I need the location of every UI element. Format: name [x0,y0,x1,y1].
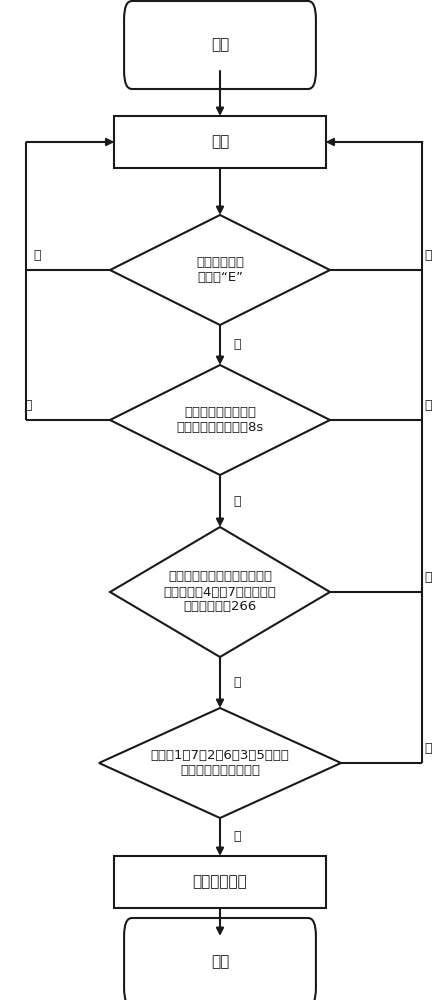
Polygon shape [110,215,330,325]
Text: 否: 否 [425,742,432,755]
Polygon shape [110,527,330,657]
Text: 否: 否 [425,571,432,584]
Text: 栈底前四个元素位置标志之和
是否等于第4至第7元素位置标
志之和且等于266: 栈底前四个元素位置标志之和 是否等于第4至第7元素位置标 志之和且等于266 [164,570,276,613]
Text: 否: 否 [425,399,432,412]
Text: 否: 否 [33,249,40,262]
Polygon shape [99,708,341,818]
Text: 是: 是 [233,830,241,844]
Bar [114,856,326,908]
Text: 是: 是 [233,676,241,689]
Text: 是: 是 [233,495,241,508]
Text: 栈中第1和7，2和6，3和5个元素
位置标志是否分别相同: 栈中第1和7，2和6，3和5个元素 位置标志是否分别相同 [150,749,290,777]
FancyBboxPatch shape [124,1,316,89]
Text: 栈顶点击时间与栈底
点击时间差是否小于8s: 栈顶点击时间与栈底 点击时间差是否小于8s [176,406,264,434]
Text: 触发屏幕校准: 触发屏幕校准 [193,874,247,890]
Polygon shape [110,365,330,475]
Bar [114,116,326,168]
Text: 是: 是 [233,338,241,352]
Text: 流程: 流程 [211,134,229,149]
Text: 栈顶位置标志
是否为“E”: 栈顶位置标志 是否为“E” [196,256,244,284]
FancyBboxPatch shape [124,918,316,1000]
Text: 开始: 开始 [211,37,229,52]
Text: 否: 否 [425,249,432,262]
Text: 结束: 结束 [211,954,229,970]
Text: 否: 否 [24,399,32,412]
